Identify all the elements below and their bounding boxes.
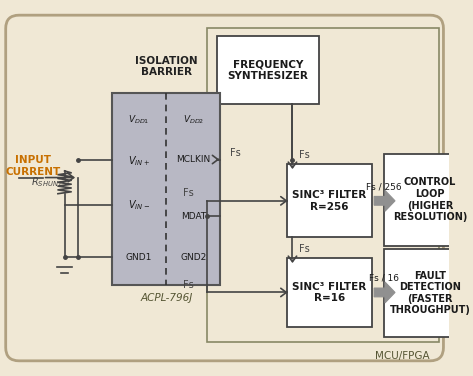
Bar bbox=[217, 36, 319, 105]
Text: CONTROL
LOOP
(HIGHER
RESOLUTION): CONTROL LOOP (HIGHER RESOLUTION) bbox=[393, 177, 467, 222]
Polygon shape bbox=[374, 190, 395, 211]
Polygon shape bbox=[374, 282, 395, 303]
Text: Fs: Fs bbox=[183, 188, 194, 198]
Text: Fs: Fs bbox=[299, 244, 310, 254]
Bar bbox=[287, 164, 372, 237]
Text: Fs: Fs bbox=[299, 150, 310, 160]
Text: $V_{IN-}$: $V_{IN-}$ bbox=[128, 198, 149, 212]
Text: MCU/FPGA: MCU/FPGA bbox=[375, 351, 430, 361]
Text: INPUT
CURRENT: INPUT CURRENT bbox=[6, 155, 61, 177]
Text: ACPL-796J: ACPL-796J bbox=[140, 293, 193, 303]
Text: ISOLATION
BARRIER: ISOLATION BARRIER bbox=[135, 56, 198, 77]
Text: SINC³ FILTER
R=256: SINC³ FILTER R=256 bbox=[292, 190, 367, 212]
Text: $V_{DD1}$: $V_{DD1}$ bbox=[128, 114, 149, 126]
Text: MCLKIN: MCLKIN bbox=[176, 155, 211, 164]
Bar bbox=[384, 249, 473, 337]
Text: MDAT: MDAT bbox=[181, 212, 206, 221]
FancyBboxPatch shape bbox=[6, 15, 444, 361]
Bar bbox=[287, 258, 372, 327]
Text: GND2: GND2 bbox=[181, 253, 207, 262]
Text: Fs / 256: Fs / 256 bbox=[366, 182, 402, 191]
Text: $V_{DD2}$: $V_{DD2}$ bbox=[183, 114, 204, 126]
Text: GND1: GND1 bbox=[125, 253, 152, 262]
Text: $R_{SHUNT}$: $R_{SHUNT}$ bbox=[31, 175, 64, 189]
Bar bbox=[207, 29, 438, 342]
Bar bbox=[384, 154, 473, 246]
Text: FREQUENCY
SYNTHESIZER: FREQUENCY SYNTHESIZER bbox=[228, 59, 308, 81]
Text: Fs: Fs bbox=[230, 148, 241, 158]
Text: FAULT
DETECTION
(FASTER
THROUGHPUT): FAULT DETECTION (FASTER THROUGHPUT) bbox=[390, 270, 471, 315]
Text: SINC³ FILTER
R=16: SINC³ FILTER R=16 bbox=[292, 282, 367, 303]
Text: Fs: Fs bbox=[183, 280, 194, 290]
Text: $V_{IN+}$: $V_{IN+}$ bbox=[128, 155, 149, 168]
Text: Fs / 16: Fs / 16 bbox=[368, 274, 399, 283]
Bar bbox=[112, 93, 220, 285]
